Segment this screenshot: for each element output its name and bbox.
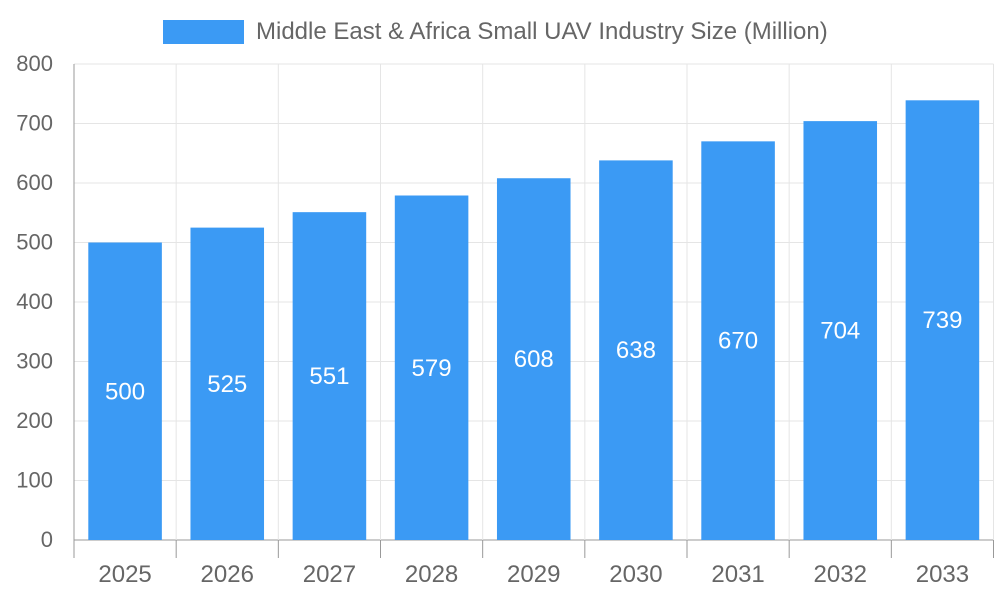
svg-text:800: 800: [16, 51, 53, 76]
svg-text:2025: 2025: [98, 561, 151, 588]
svg-text:551: 551: [309, 363, 349, 390]
svg-text:300: 300: [16, 349, 53, 374]
svg-text:2031: 2031: [711, 561, 764, 588]
svg-text:0: 0: [41, 527, 53, 552]
svg-text:2033: 2033: [916, 561, 969, 588]
svg-text:608: 608: [514, 346, 554, 373]
svg-text:600: 600: [16, 170, 53, 195]
svg-text:704: 704: [820, 318, 860, 345]
svg-text:670: 670: [718, 328, 758, 355]
svg-text:500: 500: [16, 230, 53, 255]
svg-text:525: 525: [207, 371, 247, 398]
svg-text:2028: 2028: [405, 561, 458, 588]
svg-text:400: 400: [16, 289, 53, 314]
svg-text:700: 700: [16, 111, 53, 136]
svg-text:2032: 2032: [814, 561, 867, 588]
svg-text:739: 739: [922, 307, 962, 334]
svg-text:579: 579: [412, 355, 452, 382]
svg-text:2030: 2030: [609, 561, 662, 588]
svg-text:2027: 2027: [303, 561, 356, 588]
svg-text:638: 638: [616, 337, 656, 364]
svg-text:500: 500: [105, 378, 145, 405]
svg-text:2026: 2026: [201, 561, 254, 588]
svg-text:2029: 2029: [507, 561, 560, 588]
svg-text:200: 200: [16, 408, 53, 433]
svg-text:100: 100: [16, 468, 53, 493]
